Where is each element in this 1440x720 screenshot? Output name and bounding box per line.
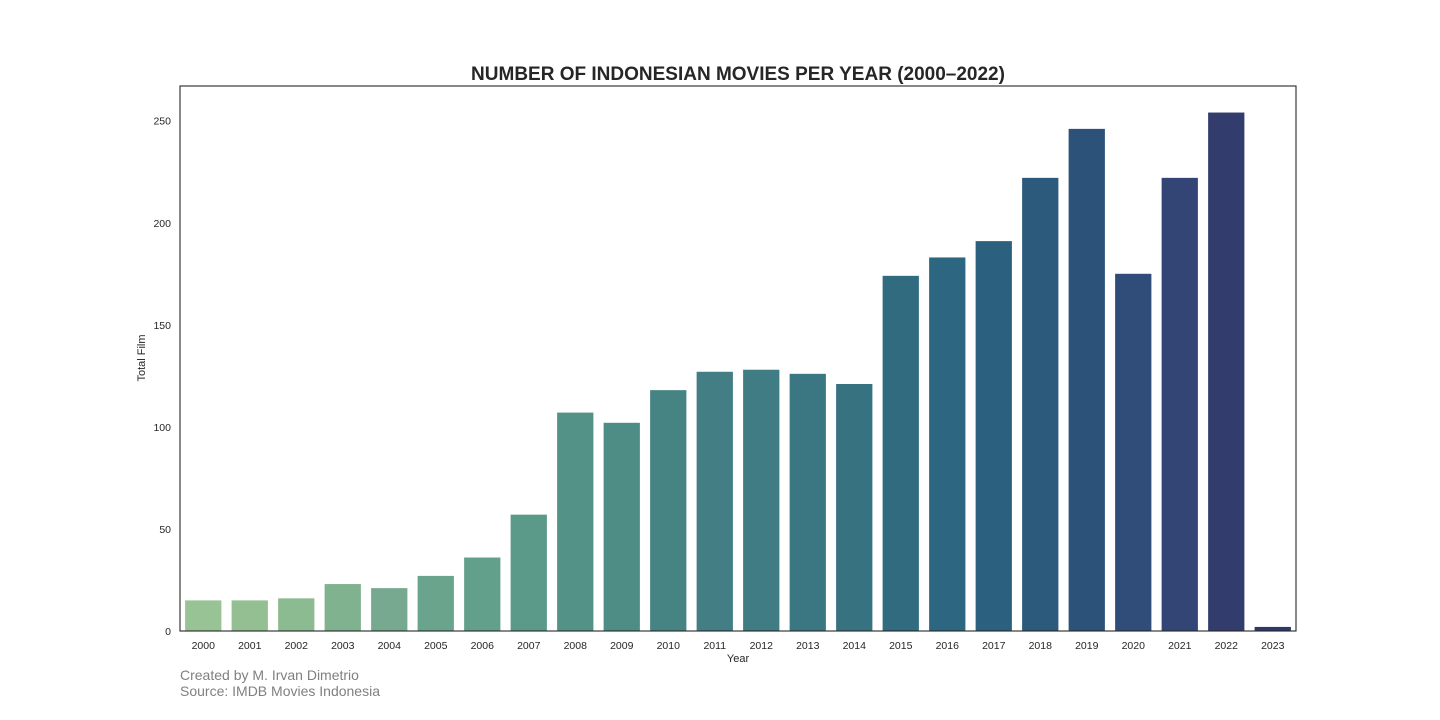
x-tick-label: 2015 — [889, 640, 913, 652]
bar-2013 — [789, 373, 826, 631]
x-tick-label: 2016 — [936, 640, 960, 652]
bar-2016 — [929, 257, 966, 631]
bar-2007 — [510, 514, 547, 631]
bar-2015 — [882, 275, 919, 631]
x-tick-label: 2023 — [1261, 640, 1285, 652]
bar-2020 — [1115, 273, 1152, 631]
bar-2009 — [603, 422, 640, 631]
bar-2018 — [1022, 177, 1059, 631]
x-tick-label: 2001 — [238, 640, 262, 652]
x-tick-label: 2017 — [982, 640, 1006, 652]
x-tick-label: 2004 — [378, 640, 402, 652]
y-axis-label: Total Film — [136, 334, 148, 381]
x-tick-label: 2000 — [192, 640, 216, 652]
bar-2008 — [557, 412, 594, 631]
x-tick-label: 2018 — [1029, 640, 1053, 652]
plot-frame — [179, 85, 1297, 632]
y-tick-label: 150 — [153, 320, 171, 332]
x-tick-label: 2013 — [796, 640, 820, 652]
y-tick-label: 200 — [153, 218, 171, 230]
bar-2012 — [743, 369, 780, 631]
x-tick-label: 2019 — [1075, 640, 1099, 652]
bar-2019 — [1068, 128, 1105, 631]
bar-2011 — [696, 371, 733, 631]
bar-2022 — [1208, 112, 1245, 632]
bars-layer — [185, 112, 1291, 632]
bar-2010 — [650, 390, 687, 631]
bar-2021 — [1161, 177, 1198, 631]
x-tick-label: 2005 — [424, 640, 448, 652]
x-tick-label: 2002 — [285, 640, 309, 652]
x-tick-label: 2009 — [610, 640, 634, 652]
x-axis-ticks: 2000 2001 2002 2003 2004 2005 2006 2007 2008 2009… — [192, 640, 1285, 652]
x-tick-label: 2020 — [1122, 640, 1146, 652]
x-tick-label: 2021 — [1168, 640, 1192, 652]
bar-2002 — [278, 598, 315, 631]
bar-2004 — [371, 588, 408, 631]
x-tick-label: 2008 — [564, 640, 588, 652]
y-tick-label: 250 — [153, 116, 171, 128]
y-tick-label: 100 — [153, 422, 171, 434]
bar-2001 — [231, 600, 268, 631]
x-axis-label: Year — [727, 653, 750, 665]
bar-2006 — [464, 557, 501, 631]
bar-2005 — [417, 575, 454, 631]
y-tick-label: 0 — [165, 626, 171, 638]
x-tick-label: 2022 — [1215, 640, 1239, 652]
bar-2017 — [975, 241, 1012, 631]
x-tick-label: 2003 — [331, 640, 355, 652]
x-tick-label: 2014 — [843, 640, 867, 652]
y-axis-ticks: 0 50 100 150 200 250 — [153, 116, 171, 638]
bar-2003 — [324, 584, 361, 631]
bar-2023 — [1254, 626, 1291, 631]
chart-title: NUMBER OF INDONESIAN MOVIES PER YEAR (20… — [471, 64, 1005, 85]
y-tick-label: 50 — [159, 524, 171, 536]
x-tick-label: 2010 — [657, 640, 681, 652]
x-tick-label: 2007 — [517, 640, 541, 652]
x-tick-label: 2006 — [471, 640, 495, 652]
credit-caption: Created by M. Irvan Dimetrio — [180, 667, 359, 683]
bar-2014 — [836, 384, 873, 631]
source-caption: Source: IMDB Movies Indonesia — [180, 683, 380, 699]
bar-2000 — [185, 600, 222, 631]
x-tick-label: 2011 — [703, 640, 726, 652]
x-tick-label: 2012 — [750, 640, 774, 652]
